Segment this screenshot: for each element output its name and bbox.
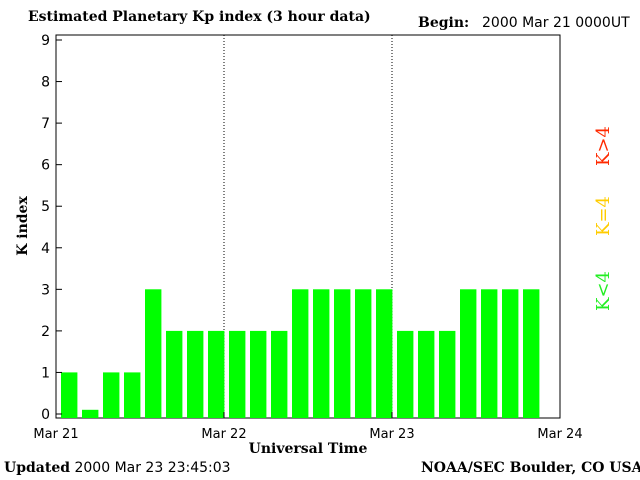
kp-bar: [187, 330, 204, 418]
kp-bar: [61, 372, 78, 418]
legend-item: K<4: [593, 271, 614, 311]
kp-bar: [481, 289, 498, 418]
y-tick-label: 8: [41, 75, 50, 91]
kp-bar: [208, 330, 225, 418]
kp-bar: [166, 330, 183, 418]
kp-bar: [397, 330, 414, 418]
x-tick-label: Mar 24: [537, 427, 582, 442]
kp-bar: [418, 330, 435, 418]
kp-bar: [313, 289, 330, 418]
kp-bar: [229, 330, 246, 418]
begin-label: Begin:: [418, 15, 470, 31]
kp-bar: [292, 289, 309, 418]
updated-value: 2000 Mar 23 23:45:03: [74, 460, 231, 476]
day-separators: [223, 35, 393, 418]
kp-bar: [523, 289, 540, 418]
x-tick-label: Mar 21: [33, 427, 78, 442]
begin-value: 2000 Mar 21 0000UT: [482, 15, 630, 31]
kp-bar: [250, 330, 267, 418]
y-axis-label: K index: [15, 196, 31, 256]
legend-item: K>4: [593, 126, 614, 166]
x-axis-label: Universal Time: [249, 441, 368, 457]
y-tick-label: 1: [41, 365, 50, 381]
y-tick-label: 7: [41, 116, 50, 132]
y-tick-label: 2: [41, 324, 50, 340]
y-tick-label: 4: [41, 241, 50, 257]
y-tick-label: 5: [41, 199, 50, 215]
kp-bar: [460, 289, 477, 418]
kp-bar: [82, 409, 99, 418]
source-credit: NOAA/SEC Boulder, CO USA: [421, 460, 640, 476]
kp-bar: [334, 289, 351, 418]
y-tick-label: 3: [41, 282, 50, 298]
legend-item: K=4: [593, 196, 614, 236]
legend: K>4 K=4 K<4: [593, 126, 614, 311]
kp-bar: [439, 330, 456, 418]
kp-bar: [376, 289, 393, 418]
kp-bar: [271, 330, 288, 418]
chart-title: Estimated Planetary Kp index (3 hour dat…: [28, 9, 371, 25]
kp-bar: [355, 289, 372, 418]
kp-bar: [145, 289, 162, 418]
y-tick-label: 0: [41, 407, 50, 423]
y-axis: 0 1 2 3 4 5 6 7 8 9: [41, 33, 62, 423]
y-tick-label: 9: [41, 33, 50, 49]
x-tick-label: Mar 23: [369, 427, 414, 442]
updated-line: Updated 2000 Mar 23 23:45:03: [4, 460, 231, 476]
bars: [61, 289, 540, 418]
x-tick-label: Mar 22: [201, 427, 246, 442]
y-tick-label: 6: [41, 158, 50, 174]
updated-label: Updated: [4, 460, 71, 476]
kp-bar: [502, 289, 519, 418]
kp-bar: [124, 372, 141, 418]
kp-bar: [103, 372, 120, 418]
x-axis: Mar 21 Mar 22 Mar 23 Mar 24: [33, 412, 583, 442]
